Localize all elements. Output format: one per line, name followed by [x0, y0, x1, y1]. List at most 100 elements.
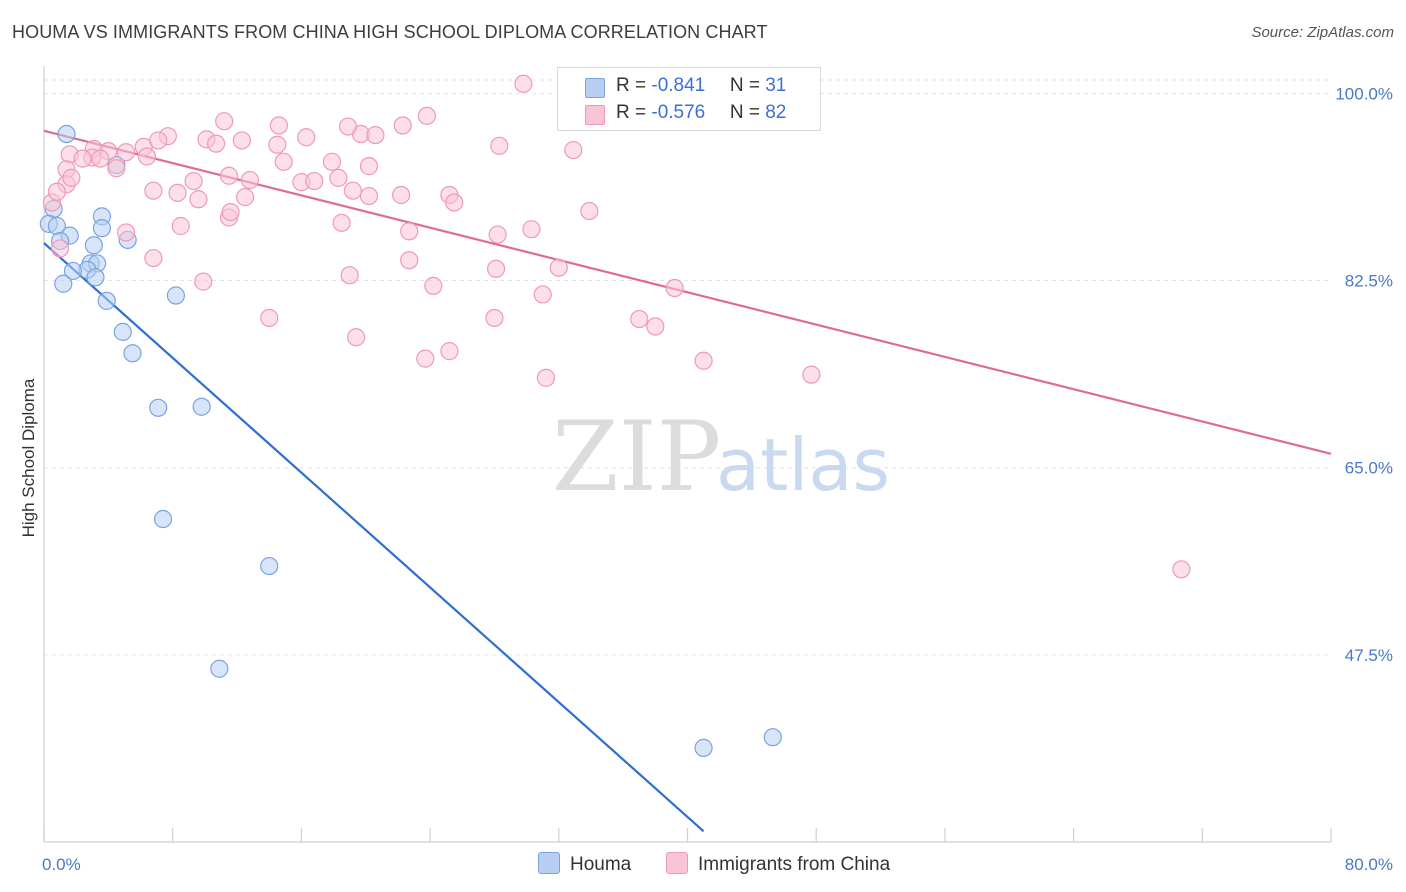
china-point	[107, 159, 126, 178]
china-point	[580, 201, 599, 221]
china-point	[221, 202, 240, 222]
china-point	[417, 106, 436, 125]
y-tick-label: 100.0%	[1335, 84, 1393, 103]
trend-lines	[43, 129, 1332, 833]
axes	[43, 66, 1332, 843]
legend-r-value-china: -0.576	[651, 102, 706, 123]
china-point	[116, 223, 136, 242]
legend-n-label: N =	[729, 102, 766, 123]
china-point	[533, 285, 552, 304]
china-point	[260, 308, 279, 328]
y-axis-label: High School Diploma	[19, 378, 38, 537]
grid-lines	[44, 79, 1331, 656]
y-tick-label: 82.5%	[1345, 272, 1393, 291]
china-point	[91, 149, 110, 168]
china-point	[144, 181, 163, 200]
china-point	[549, 258, 568, 277]
bottom-legend-label-houma: Houma	[570, 854, 632, 875]
houma-point	[260, 556, 279, 576]
legend-row-houma: R = -0.841 N = 31	[558, 74, 818, 100]
watermark-atlas: atlas	[716, 423, 890, 507]
houma-point	[763, 728, 782, 747]
houma-point	[123, 344, 142, 363]
houma-point	[166, 286, 186, 305]
china-point	[322, 152, 342, 171]
houma-point	[63, 261, 83, 281]
china-point	[219, 166, 239, 185]
china-points	[42, 74, 1191, 579]
china-point	[488, 225, 507, 244]
china-point	[359, 157, 379, 176]
china-point	[536, 368, 556, 387]
houma-trend-line	[43, 242, 705, 833]
stats-legend: R = -0.841 N = 31 R = -0.576 N = 82	[557, 67, 821, 131]
houma-point	[149, 398, 168, 417]
china-point	[400, 251, 419, 270]
china-point	[400, 222, 419, 241]
houma-point	[92, 219, 112, 238]
legend-r-label: R =	[616, 102, 652, 123]
bottom-legend-houma: Houma	[538, 852, 631, 876]
china-point	[149, 131, 168, 150]
china-point	[393, 116, 412, 135]
houma-point	[86, 268, 105, 287]
houma-point	[153, 509, 173, 529]
china-point	[366, 125, 385, 145]
legend-r-value-houma: -0.841	[651, 75, 706, 96]
bottom-legend-china: Immigrants from China	[666, 852, 890, 876]
legend-n-value-china: 82	[765, 102, 787, 123]
china-point	[665, 278, 684, 298]
bottom-legend-label-china: Immigrants from China	[698, 854, 891, 875]
china-point	[1172, 560, 1191, 579]
legend-swatch-china	[585, 105, 605, 125]
houma-point	[113, 322, 132, 341]
china-point	[50, 239, 70, 258]
houma-point	[84, 236, 103, 255]
china-point	[340, 266, 359, 285]
watermark: ZIP atlas	[552, 401, 890, 513]
x-tick-label: 0.0%	[42, 855, 81, 874]
legend-row-china: R = -0.576 N = 82	[558, 101, 818, 127]
legend-swatch-houma	[585, 78, 605, 98]
china-point	[268, 135, 287, 154]
china-point	[269, 116, 288, 135]
china-point	[189, 190, 208, 209]
china-point	[215, 112, 234, 131]
houma-point	[210, 659, 229, 678]
china-point	[564, 140, 583, 160]
china-point	[297, 128, 316, 147]
china-point	[171, 216, 190, 236]
china-point	[144, 248, 163, 268]
china-point	[445, 193, 464, 212]
y-tick-label: 65.0%	[1345, 459, 1393, 478]
china-point	[47, 182, 66, 201]
china-point	[630, 309, 649, 329]
legend-n-value-houma: 31	[765, 75, 787, 96]
china-point	[329, 168, 348, 187]
china-point	[694, 351, 713, 370]
houma-point	[694, 738, 713, 757]
china-point	[240, 170, 260, 190]
houma-point	[192, 397, 211, 416]
china-point	[359, 186, 379, 206]
china-point	[346, 328, 366, 347]
china-point	[305, 171, 324, 191]
y-tick-label: 47.5%	[1345, 646, 1393, 665]
chart-title: HOUMA VS IMMIGRANTS FROM CHINA HIGH SCHO…	[12, 22, 768, 42]
chart-source: Source: ZipAtlas.com	[1251, 24, 1394, 41]
legend-r-label: R =	[616, 75, 652, 96]
china-point	[343, 181, 362, 200]
china-point	[392, 185, 411, 205]
china-point	[184, 171, 203, 191]
china-point	[73, 149, 92, 168]
china-point	[274, 152, 293, 171]
bottom-legend-swatch-china	[666, 852, 688, 874]
china-point	[424, 276, 443, 295]
houma-point	[97, 291, 116, 310]
china-point	[62, 168, 81, 187]
china-point	[137, 147, 157, 166]
china-trend-line	[43, 129, 1332, 455]
bottom-legend-swatch-houma	[538, 852, 560, 874]
houma-point	[54, 274, 73, 293]
